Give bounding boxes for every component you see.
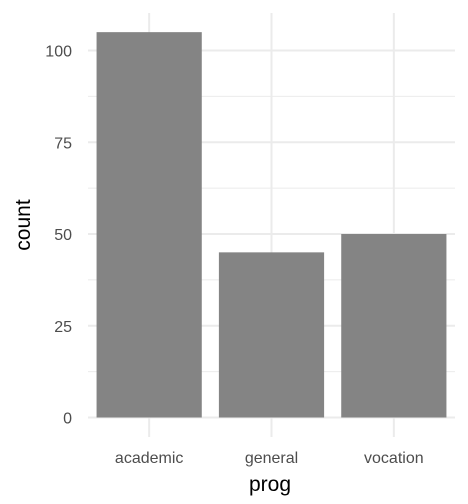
bar-general xyxy=(218,252,325,418)
bar-vocation xyxy=(341,234,447,418)
y-tick-label: 0 xyxy=(63,411,72,428)
x-tick-label: academic xyxy=(115,450,183,467)
y-axis-ticks: 0 25 50 75 100 xyxy=(45,44,72,428)
x-tick-label: vocation xyxy=(364,450,424,467)
x-axis-ticks: academic general vocation xyxy=(115,450,424,467)
bar-academic xyxy=(96,32,202,418)
y-axis-title: count xyxy=(12,199,35,251)
y-tick-label: 25 xyxy=(54,319,72,336)
bars xyxy=(96,32,447,418)
x-tick-label: general xyxy=(245,450,298,467)
y-tick-label: 50 xyxy=(54,227,72,244)
x-axis-title: prog xyxy=(249,473,291,496)
y-tick-label: 100 xyxy=(45,44,72,61)
y-tick-label: 75 xyxy=(54,135,72,152)
